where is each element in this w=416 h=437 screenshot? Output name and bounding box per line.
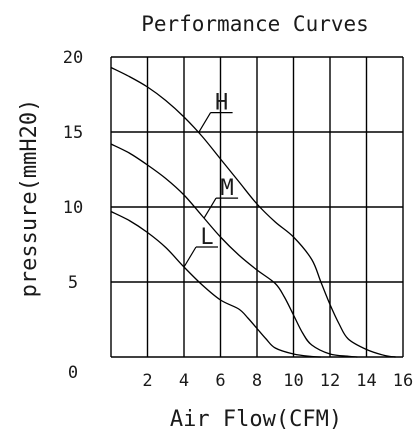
series-line-m <box>110 143 358 358</box>
y-tick-label: 10 <box>63 198 83 218</box>
series-line-l <box>110 210 321 358</box>
series-leader-h <box>198 112 212 133</box>
y-axis-label: pressure(mmH20) <box>17 99 42 298</box>
x-tick-label: 14 <box>356 371 376 391</box>
x-tick-label: 2 <box>142 371 152 391</box>
x-tick-label: 8 <box>252 371 262 391</box>
chart-grid <box>110 56 404 358</box>
series-label-h: H <box>215 91 228 116</box>
series-label-m: M <box>220 176 233 201</box>
x-axis-label: Air Flow(CFM) <box>170 407 342 432</box>
y-tick-label: 15 <box>63 123 83 143</box>
x-tick-label: 10 <box>283 371 303 391</box>
x-tick-label: 6 <box>215 371 225 391</box>
x-tick-label: 12 <box>320 371 340 391</box>
chart-title: Performance Curves <box>141 12 369 36</box>
curve-layer: H ML <box>110 66 396 358</box>
tick-labels: 2 4 6 8 10 12 14 16 0 5 10 15 20 <box>63 48 413 391</box>
series-line-h <box>110 66 396 358</box>
x-tick-label: 16 <box>393 371 413 391</box>
y-tick-label: 5 <box>68 273 78 293</box>
y-tick-label: 20 <box>63 48 83 68</box>
series-label-l: L <box>200 225 213 250</box>
y-tick-label: 0 <box>68 363 78 383</box>
series-leader-m <box>203 197 217 219</box>
x-tick-label: 4 <box>179 371 189 391</box>
series-leader-l <box>183 246 197 268</box>
